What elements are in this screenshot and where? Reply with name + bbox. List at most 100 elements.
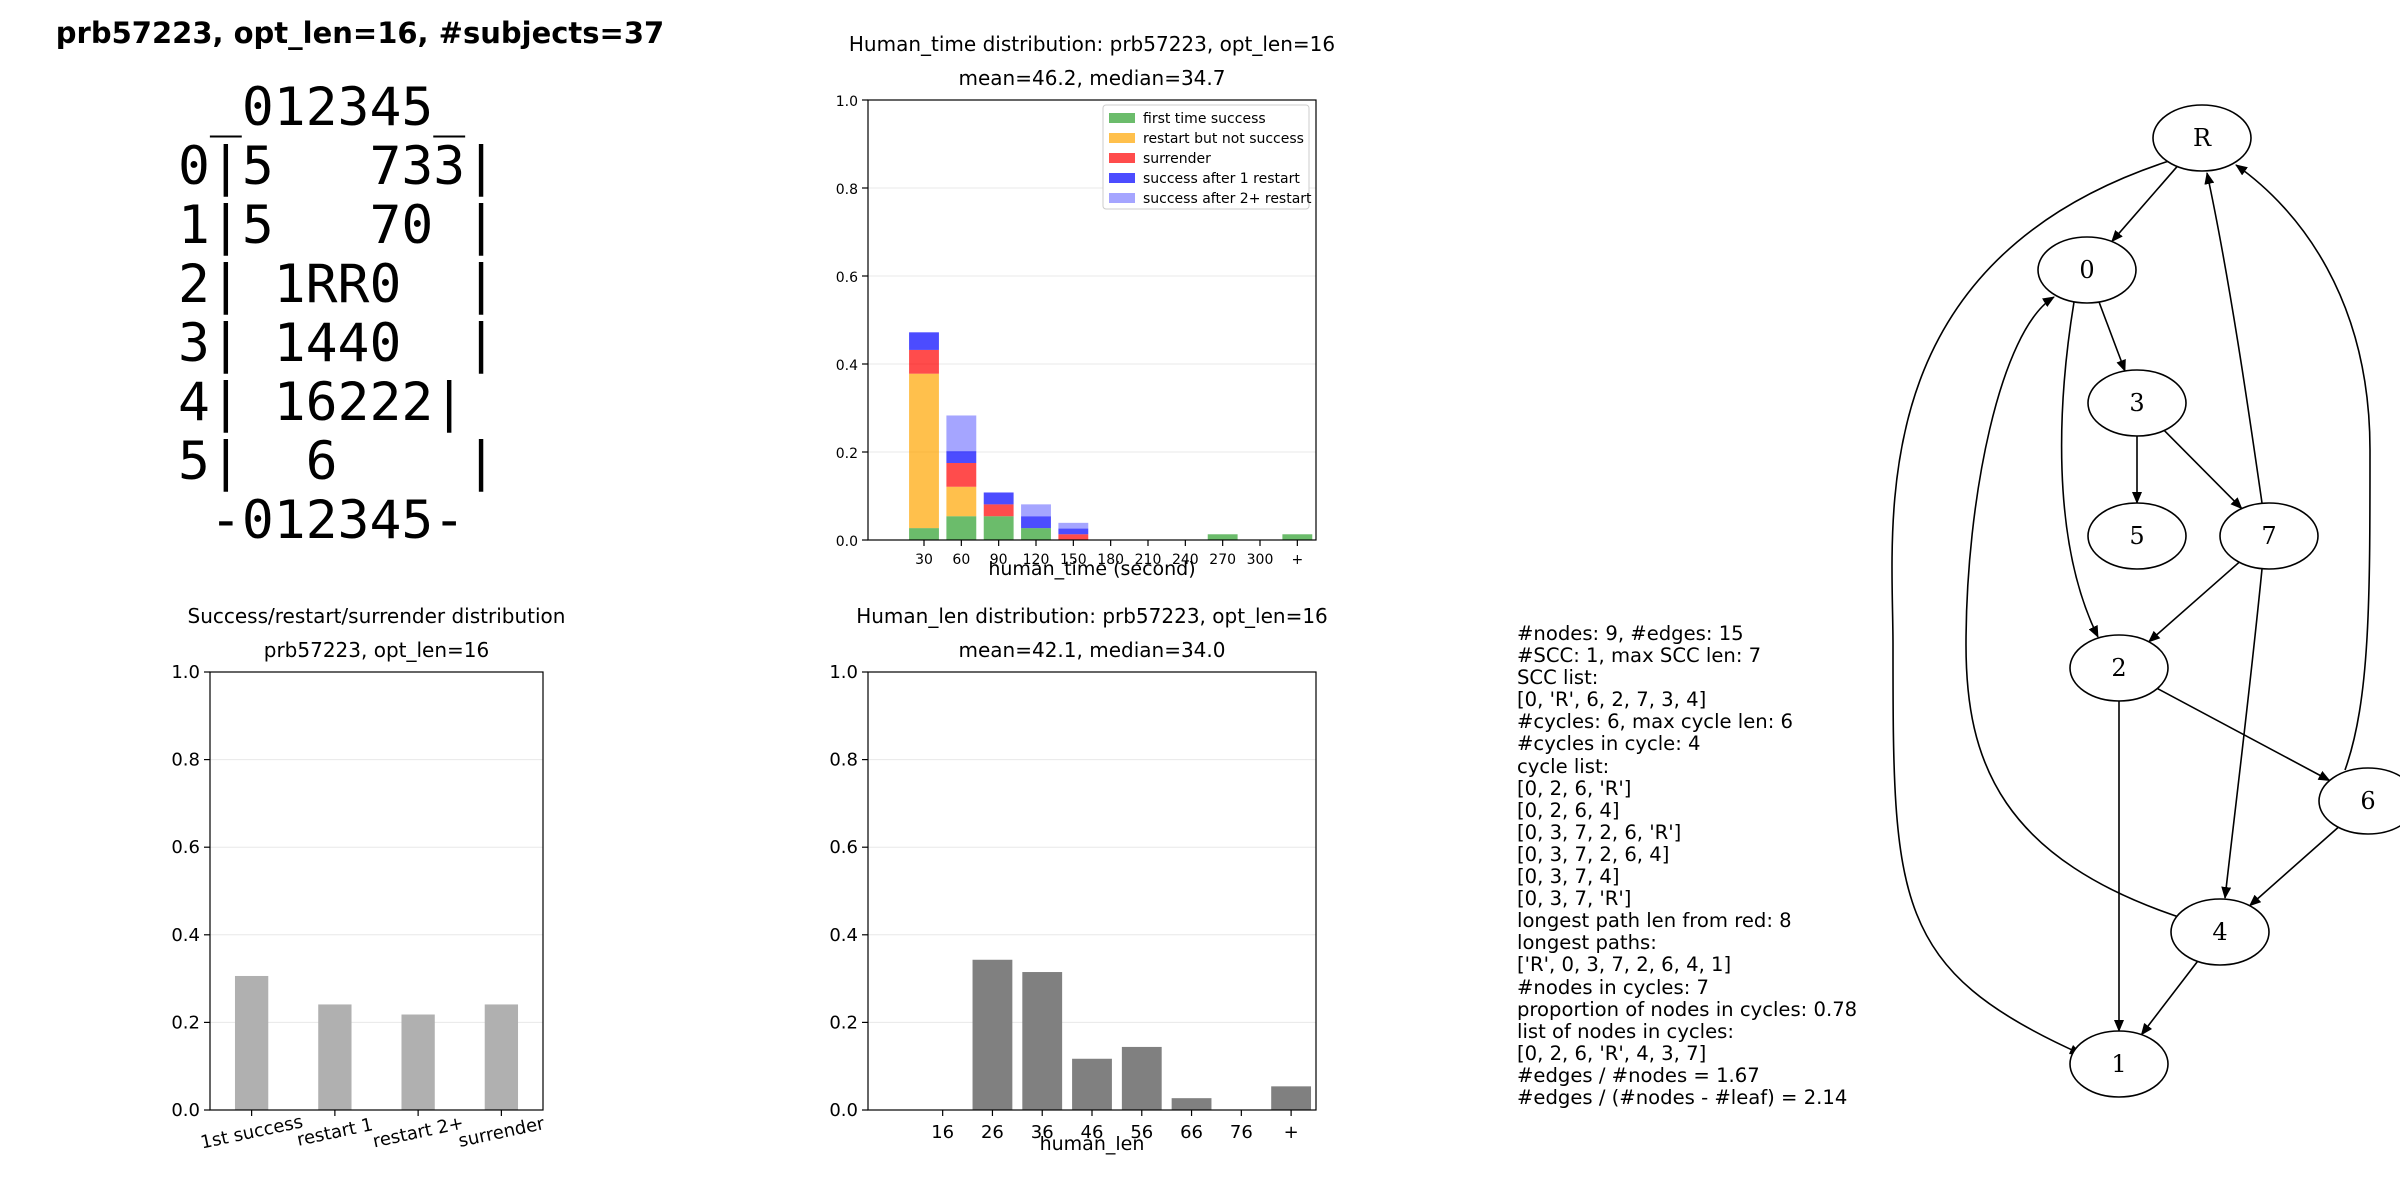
bar-segment [983, 492, 1014, 505]
graph-node-label: 5 [2129, 522, 2144, 550]
stats-line: longest path len from red: 8 [1517, 909, 1792, 933]
legend-swatch [1109, 173, 1135, 183]
x-tick-label: 120 [1023, 552, 1050, 568]
bar [401, 1014, 435, 1110]
x-tick-label: 90 [990, 552, 1008, 568]
graph-node [2087, 369, 2187, 437]
chart-title: Human_time distribution: prb57223, opt_l… [849, 32, 1335, 56]
y-tick-label: 0.8 [836, 182, 858, 198]
stats-line: [0, 2, 6, 'R', 4, 3, 7] [1517, 1041, 1707, 1065]
stats-line: [0, 3, 7, 2, 6, 'R'] [1517, 820, 1682, 844]
chart-title: Success/restart/surrender distribution [188, 604, 566, 628]
x-tick-label: 150 [1060, 552, 1087, 568]
bar-segment [1207, 534, 1238, 540]
x-tick-label: 56 [1130, 1122, 1153, 1143]
x-tick-label: 26 [981, 1122, 1004, 1143]
x-tick-label: 76 [1230, 1122, 1253, 1143]
legend-swatch [1109, 133, 1135, 143]
graph-edge [2204, 172, 2263, 504]
y-tick-label: 1.0 [171, 662, 200, 683]
y-tick-label: 1.0 [829, 662, 858, 683]
graph-edge [2098, 301, 2126, 372]
stats-line: [0, 3, 7, 2, 6, 4] [1517, 842, 1670, 866]
legend-swatch [1109, 193, 1135, 203]
board-row: 2| 1RR0 | [178, 254, 498, 315]
legend-swatch [1109, 153, 1135, 163]
bar-segment [909, 528, 939, 540]
board-row: 4| 16222| [178, 372, 466, 433]
y-tick-label: 0.4 [829, 925, 858, 946]
legend-swatch [1109, 113, 1135, 123]
bar [1022, 972, 1063, 1110]
y-tick-label: 0.8 [829, 750, 858, 771]
legend-box [1102, 104, 1310, 210]
bar-segment [1058, 522, 1089, 529]
stats-line: SCC list: [1517, 666, 1599, 690]
x-axis-label: human_time (second) [988, 558, 1195, 580]
bar-segment [1058, 528, 1089, 535]
graph-node [2152, 104, 2252, 172]
graph-node [2069, 634, 2169, 702]
graph-edge [2235, 164, 2371, 771]
bar-segment [983, 516, 1014, 540]
stats-line: ['R', 0, 3, 7, 2, 6, 4, 1] [1517, 953, 1732, 977]
puzzle-board: _012345_ 0|5 733| 1|5 70 | 2| 1RR0 | 3| … [178, 78, 497, 550]
x-tick-label: 30 [915, 552, 933, 568]
stats-line: #nodes in cycles: 7 [1517, 975, 1709, 999]
y-tick-label: 0.0 [836, 534, 858, 550]
y-tick-label: 0.6 [171, 837, 200, 858]
bar-segment [909, 332, 939, 350]
graph-edge [2248, 826, 2339, 907]
x-tick-label: 240 [1172, 552, 1199, 568]
board-row: 0|5 733| [178, 136, 498, 197]
x-tick-label: 36 [1031, 1122, 1054, 1143]
graph-node-label: 1 [2111, 1050, 2126, 1078]
plot-frame [867, 671, 1317, 1111]
x-tick-label: 300 [1247, 552, 1274, 568]
board-row: 3| 1440 | [178, 313, 498, 374]
graph-node [2219, 502, 2319, 570]
x-tick-label: 16 [931, 1122, 954, 1143]
bar [1271, 1086, 1312, 1110]
stats-line: cycle list: [1517, 754, 1610, 778]
legend-label: success after 1 restart [1143, 171, 1300, 187]
legend-label: first time success [1143, 111, 1266, 127]
bar-segment [1021, 516, 1051, 529]
bar-segment [946, 415, 977, 452]
graph-node-label: 0 [2079, 256, 2094, 284]
legend-label: success after 2+ restart [1143, 191, 1312, 207]
y-tick-label: 0.8 [171, 750, 200, 771]
graph-node-label: 4 [2212, 918, 2227, 946]
bar-segment [946, 463, 977, 487]
y-tick-label: 1.0 [836, 94, 858, 110]
bar-segment [1282, 534, 1313, 540]
bar-segment [946, 451, 977, 463]
graph-edge [2163, 429, 2243, 510]
bar-segment [946, 516, 977, 540]
chart-3: Human_len distribution: prb57223, opt_le… [829, 604, 1327, 1155]
bar [484, 1004, 519, 1110]
y-tick-label: 0.2 [829, 1012, 858, 1033]
stats-line: longest paths: [1517, 931, 1657, 955]
board-row: _012345_ [209, 77, 466, 138]
board-row: -012345- [209, 490, 466, 551]
bar-segment [909, 373, 939, 529]
x-tick-label: + [1284, 1122, 1299, 1143]
bar-segment [1058, 534, 1089, 540]
stats-line: [0, 2, 6, 4] [1517, 798, 1620, 822]
y-tick-label: 0.4 [171, 925, 200, 946]
graph-node-label: 2 [2111, 654, 2126, 682]
legend-label: restart but not success [1143, 131, 1304, 147]
graph-edge [2148, 561, 2240, 643]
bar-segment [946, 486, 977, 517]
graph-node-label: 3 [2129, 389, 2144, 417]
chart-subtitle: mean=46.2, median=34.7 [959, 66, 1226, 90]
graph-edge [2221, 568, 2263, 899]
y-tick-label: 0.0 [829, 1100, 858, 1121]
graph-edge [2060, 301, 2099, 638]
bar-segment [983, 504, 1014, 517]
x-tick-label: 66 [1180, 1122, 1203, 1143]
stats-line: [0, 3, 7, 4] [1517, 865, 1620, 889]
